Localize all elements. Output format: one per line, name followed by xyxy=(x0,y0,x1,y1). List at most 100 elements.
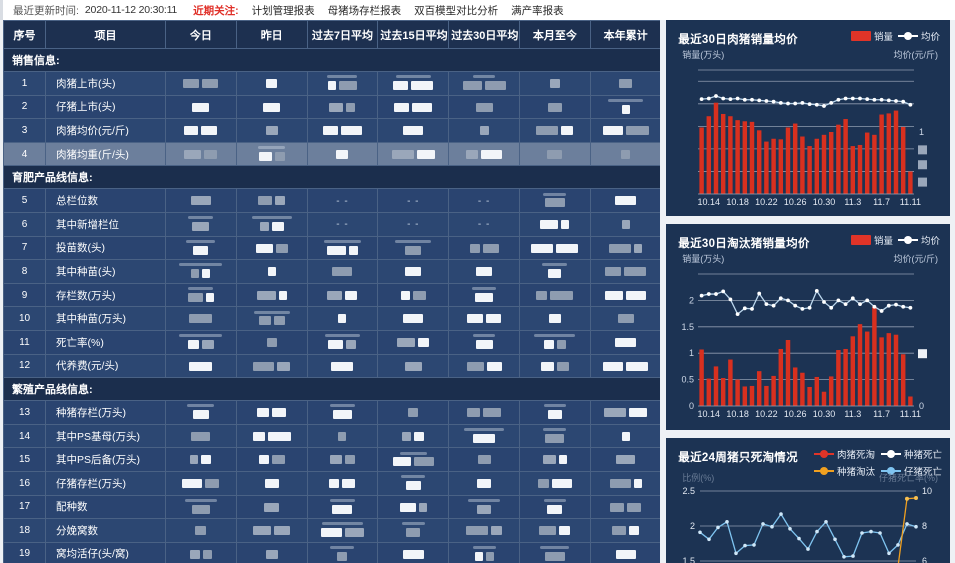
chart2-y-right-label: 均价(元/斤) xyxy=(893,254,939,264)
redacted-value xyxy=(205,292,214,302)
section-title: 销售信息: xyxy=(3,48,661,72)
empty-value: - - xyxy=(477,195,491,207)
svg-text:2: 2 xyxy=(689,295,694,305)
redacted-value xyxy=(479,126,489,136)
redacted-value xyxy=(413,457,434,467)
table-row[interactable]: 1 肉猪上市(头) xyxy=(3,71,661,96)
redacted-value xyxy=(604,408,627,418)
legend-label-avgprice: 均价 xyxy=(920,32,940,43)
col-header-2[interactable]: 今日 xyxy=(165,20,237,49)
metric-cell xyxy=(306,423,379,449)
col-header-7[interactable]: 本月至今 xyxy=(518,20,591,49)
redacted-value xyxy=(252,431,265,441)
table-row[interactable]: 19 窝均活仔(头/窝) xyxy=(3,541,661,563)
legend-item-avgprice-2[interactable]: 均价 xyxy=(897,233,940,247)
legend-item-pork-mortality[interactable]: 肉猪死淘 xyxy=(813,447,875,461)
col-header-0[interactable]: 序号 xyxy=(3,20,46,49)
redacted-value xyxy=(189,549,200,559)
svg-text:11.7: 11.7 xyxy=(873,197,890,207)
redacted-value xyxy=(190,455,199,465)
metric-cell xyxy=(518,447,591,472)
metric-cell xyxy=(518,541,591,563)
table-row[interactable]: 14 其中PS基母(万头) xyxy=(3,423,661,449)
table-row[interactable]: 16 仔猪存栏(万头) xyxy=(3,470,661,496)
redacted-value xyxy=(265,126,278,136)
legend-item-piglet-death[interactable]: 仔猪死亡 xyxy=(880,464,942,478)
svg-text:11.7: 11.7 xyxy=(873,409,890,419)
redacted-value xyxy=(411,81,434,91)
table-row[interactable]: 18 分娩窝数 xyxy=(3,518,661,543)
legend-item-breeder-death[interactable]: 种猪死亡 xyxy=(880,447,942,461)
redacted-value xyxy=(327,81,336,91)
col-header-6[interactable]: 过去30日平均 xyxy=(448,20,520,49)
redacted-value xyxy=(189,314,213,324)
svg-text:8: 8 xyxy=(922,521,927,531)
redacted-value xyxy=(405,245,422,255)
table-row[interactable]: 7 投苗数(头) xyxy=(3,235,661,261)
row-index: 10 xyxy=(3,306,46,331)
table-row[interactable]: 4 肉猪均重(斤/头) xyxy=(3,141,661,167)
metric-cell xyxy=(518,353,591,379)
row-index: 18 xyxy=(3,518,46,543)
metric-cell xyxy=(589,118,661,143)
link-plan-report[interactable]: 计划管理报表 xyxy=(251,4,315,17)
redacted-value xyxy=(542,455,556,465)
col-header-8[interactable]: 本年累计 xyxy=(589,20,661,49)
metric-cell xyxy=(589,518,661,543)
table-row[interactable]: 13 种猪存栏(万头) xyxy=(3,400,661,425)
table-row[interactable]: 6 其中新增栏位 - - - - - - xyxy=(3,211,661,237)
metric-cell xyxy=(235,306,308,331)
svg-text:11.3: 11.3 xyxy=(845,409,862,419)
table-row[interactable]: 17 配种数 xyxy=(3,494,661,520)
col-header-3[interactable]: 昨日 xyxy=(235,20,308,49)
table-row[interactable]: 8 其中种苗(头) xyxy=(3,259,661,284)
col-header-4[interactable]: 过去7日平均 xyxy=(306,20,379,49)
legend-item-avgprice[interactable]: 均价 xyxy=(897,29,940,43)
legend-label-volume-2: 销量 xyxy=(873,236,893,247)
col-header-1[interactable]: 项目 xyxy=(45,20,166,49)
metric-cell xyxy=(448,541,520,563)
redacted-value xyxy=(477,478,492,488)
legend-label-breeder-cull: 种猪淘汰 xyxy=(836,467,875,478)
row-label: 其中新增栏位 xyxy=(45,211,166,237)
row-index: 2 xyxy=(3,94,46,120)
table-row[interactable]: 12 代养费(元/头) xyxy=(3,353,661,379)
legend-item-volume[interactable]: 销量 xyxy=(850,29,893,43)
link-capacity-report[interactable]: 满产率报表 xyxy=(511,4,564,17)
chart2-legend: 销量 均价 xyxy=(850,233,940,247)
metric-cell xyxy=(377,306,450,331)
redacted-value xyxy=(267,431,291,441)
metric-cell: - - xyxy=(306,188,379,213)
metric-cell xyxy=(448,71,520,96)
metric-cell xyxy=(589,470,661,496)
legend-item-volume-2[interactable]: 销量 xyxy=(850,233,893,247)
table-row[interactable]: 11 死亡率(%) xyxy=(3,329,661,355)
table-row[interactable]: 5 总栏位数 - - - - - - xyxy=(3,188,661,213)
redacted-value xyxy=(405,267,422,277)
metric-cell xyxy=(589,329,661,355)
redacted-value xyxy=(477,504,492,514)
metric-cell xyxy=(306,259,379,284)
redacted-value xyxy=(486,314,502,324)
row-label: 存栏数(万头) xyxy=(45,282,166,308)
metric-cell xyxy=(235,329,308,355)
link-model-compare[interactable]: 双百模型对比分析 xyxy=(414,4,499,17)
redacted-value xyxy=(202,549,212,559)
redacted-value xyxy=(605,290,624,300)
redacted-value xyxy=(605,267,622,277)
redacted-value xyxy=(191,431,211,441)
col-header-5[interactable]: 过去15日平均 xyxy=(377,20,450,49)
table-row[interactable]: 2 仔猪上市(头) xyxy=(3,94,661,120)
chart3-legend: 肉猪死淘 种猪死亡 种猪淘汰 仔猪死亡 xyxy=(813,447,942,478)
redacted-value xyxy=(467,408,481,418)
redacted-value xyxy=(328,339,344,349)
line-dot-swatch-icon xyxy=(813,467,834,475)
table-row[interactable]: 15 其中PS后备(万头) xyxy=(3,447,661,472)
link-sow-farm-report[interactable]: 母猪场存栏报表 xyxy=(327,4,402,17)
table-row[interactable]: 10 其中种苗(万头) xyxy=(3,306,661,331)
table-row[interactable]: 3 肉猪均价(元/斤) xyxy=(3,118,661,143)
redacted-value xyxy=(192,410,209,420)
svg-text:11.11: 11.11 xyxy=(900,409,921,419)
legend-item-breeder-cull[interactable]: 种猪淘汰 xyxy=(813,464,875,478)
table-row[interactable]: 9 存栏数(万头) xyxy=(3,282,661,308)
